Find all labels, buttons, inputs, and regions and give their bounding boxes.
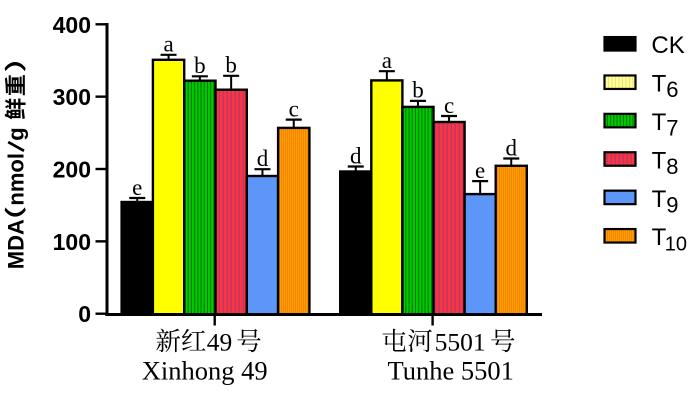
svg-text:g: g <box>4 127 29 140</box>
svg-text:MDA: MDA <box>4 219 29 269</box>
svg-text:CK: CK <box>651 32 684 59</box>
svg-text:49: 49 <box>207 328 233 357</box>
svg-text:T9: T9 <box>652 186 679 218</box>
svg-text:5501: 5501 <box>435 328 486 357</box>
svg-text:a: a <box>163 32 173 57</box>
svg-text:c: c <box>444 93 454 118</box>
svg-text:d: d <box>506 135 518 160</box>
svg-text:Xinhong 49: Xinhong 49 <box>142 355 268 385</box>
svg-text:400: 400 <box>53 12 91 38</box>
svg-text:d: d <box>257 146 269 171</box>
svg-text:0: 0 <box>78 301 91 327</box>
svg-text:b: b <box>412 78 424 103</box>
svg-text:e: e <box>475 158 485 183</box>
svg-text:e: e <box>132 175 142 200</box>
svg-text:d: d <box>350 143 362 168</box>
svg-text:nmol: nmol <box>4 153 29 206</box>
svg-text:Tunhe 5501: Tunhe 5501 <box>387 355 513 385</box>
svg-text:b: b <box>225 53 237 78</box>
svg-text:a: a <box>382 48 392 73</box>
svg-text:100: 100 <box>53 229 91 255</box>
svg-text:c: c <box>289 96 299 121</box>
svg-text:b: b <box>194 53 206 78</box>
svg-text:300: 300 <box>53 84 91 110</box>
svg-text:T8: T8 <box>652 147 679 179</box>
svg-text:200: 200 <box>53 157 91 183</box>
